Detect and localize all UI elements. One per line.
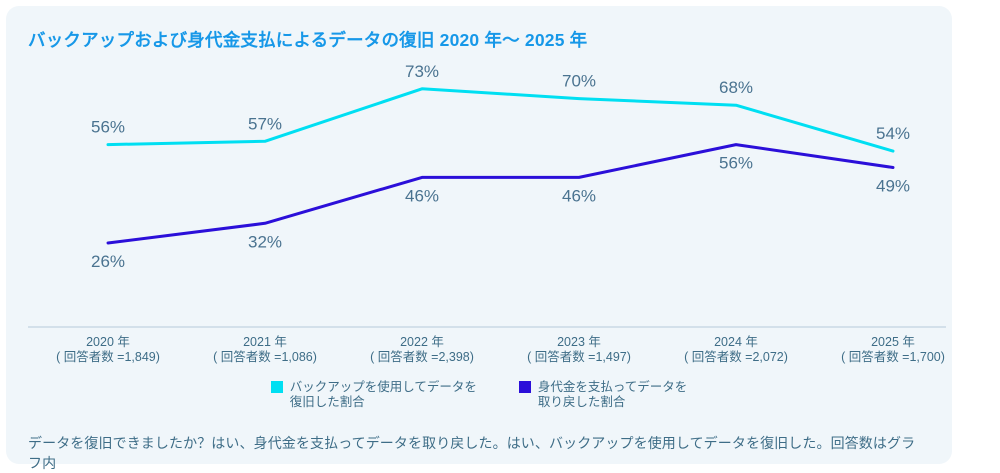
legend-item: バックアップを使用してデータを 復旧した割合 bbox=[270, 380, 477, 410]
data-point-label: 32% bbox=[248, 232, 282, 251]
x-axis-year: 2024 年 bbox=[714, 335, 758, 349]
backup-legend-swatch bbox=[270, 381, 283, 393]
x-axis-year: 2020 年 bbox=[86, 335, 130, 349]
x-axis-respondents: ( 回答者数 =1,849) bbox=[56, 350, 160, 365]
data-point-label: 73% bbox=[405, 62, 439, 81]
x-axis-year: 2023 年 bbox=[557, 335, 601, 349]
x-axis-year: 2021 年 bbox=[243, 335, 287, 349]
data-point-label: 56% bbox=[719, 154, 753, 173]
x-axis-respondents: ( 回答者数 =1,700) bbox=[841, 350, 945, 365]
legend-label: バックアップを使用してデータを 復旧した割合 bbox=[289, 380, 477, 409]
x-axis-label: 2024 年( 回答者数 =2,072) bbox=[658, 335, 814, 366]
data-point-label: 70% bbox=[562, 72, 596, 91]
data-point-label: 46% bbox=[405, 186, 439, 205]
x-axis-respondents: ( 回答者数 =1,497) bbox=[527, 350, 631, 365]
chart-title: バックアップおよび身代金支払によるデータの復旧 2020 年～ 2025 年 bbox=[28, 30, 588, 50]
x-axis-respondents: ( 回答者数 =2,072) bbox=[684, 350, 788, 365]
ransom-line bbox=[106, 143, 895, 245]
x-axis-label: 2022 年( 回答者数 =2,398) bbox=[344, 335, 500, 366]
x-axis-respondents: ( 回答者数 =2,398) bbox=[370, 350, 474, 365]
legend: バックアップを使用してデータを 復旧した割合 身代金を支払ってデータを 取り戻した… bbox=[6, 380, 952, 410]
backup-line bbox=[106, 87, 895, 153]
ransom-legend-swatch bbox=[518, 381, 531, 393]
line-chart: 56% 57% 73% 70% 68% 54% 26% 32% 46% 46% 56% 49% bbox=[28, 62, 946, 328]
data-point-label: 26% bbox=[91, 252, 125, 271]
x-axis: 2020 年( 回答者数 =1,849) 2021 年( 回答者数 =1,086)… bbox=[6, 335, 952, 373]
data-point-label: 46% bbox=[562, 186, 596, 205]
x-axis-label: 2025 年( 回答者数 =1,700) bbox=[815, 335, 971, 366]
x-axis-year: 2025 年 bbox=[871, 335, 915, 349]
chart-card: バックアップおよび身代金支払によるデータの復旧 2020 年～ 2025 年 5… bbox=[6, 6, 952, 471]
data-point-label: 54% bbox=[876, 124, 910, 143]
x-axis-respondents: ( 回答者数 =1,086) bbox=[213, 350, 317, 365]
legend-item: 身代金を支払ってデータを 取り戻した割合 bbox=[518, 380, 688, 410]
data-point-label: 68% bbox=[719, 78, 753, 97]
x-axis-label: 2020 年( 回答者数 =1,849) bbox=[30, 335, 186, 366]
data-point-label: 56% bbox=[91, 118, 125, 137]
x-axis-label: 2023 年( 回答者数 =1,497) bbox=[501, 335, 657, 366]
legend-label: 身代金を支払ってデータを 取り戻した割合 bbox=[537, 380, 688, 409]
x-axis-label: 2021 年( 回答者数 =1,086) bbox=[187, 335, 343, 366]
x-axis-year: 2022 年 bbox=[400, 335, 444, 349]
data-point-label: 49% bbox=[876, 177, 910, 196]
data-point-label: 57% bbox=[248, 114, 282, 133]
footnote: データを復旧できましたか？はい、身代金を支払ってデータを取り戻した。はい、バック… bbox=[28, 435, 916, 471]
